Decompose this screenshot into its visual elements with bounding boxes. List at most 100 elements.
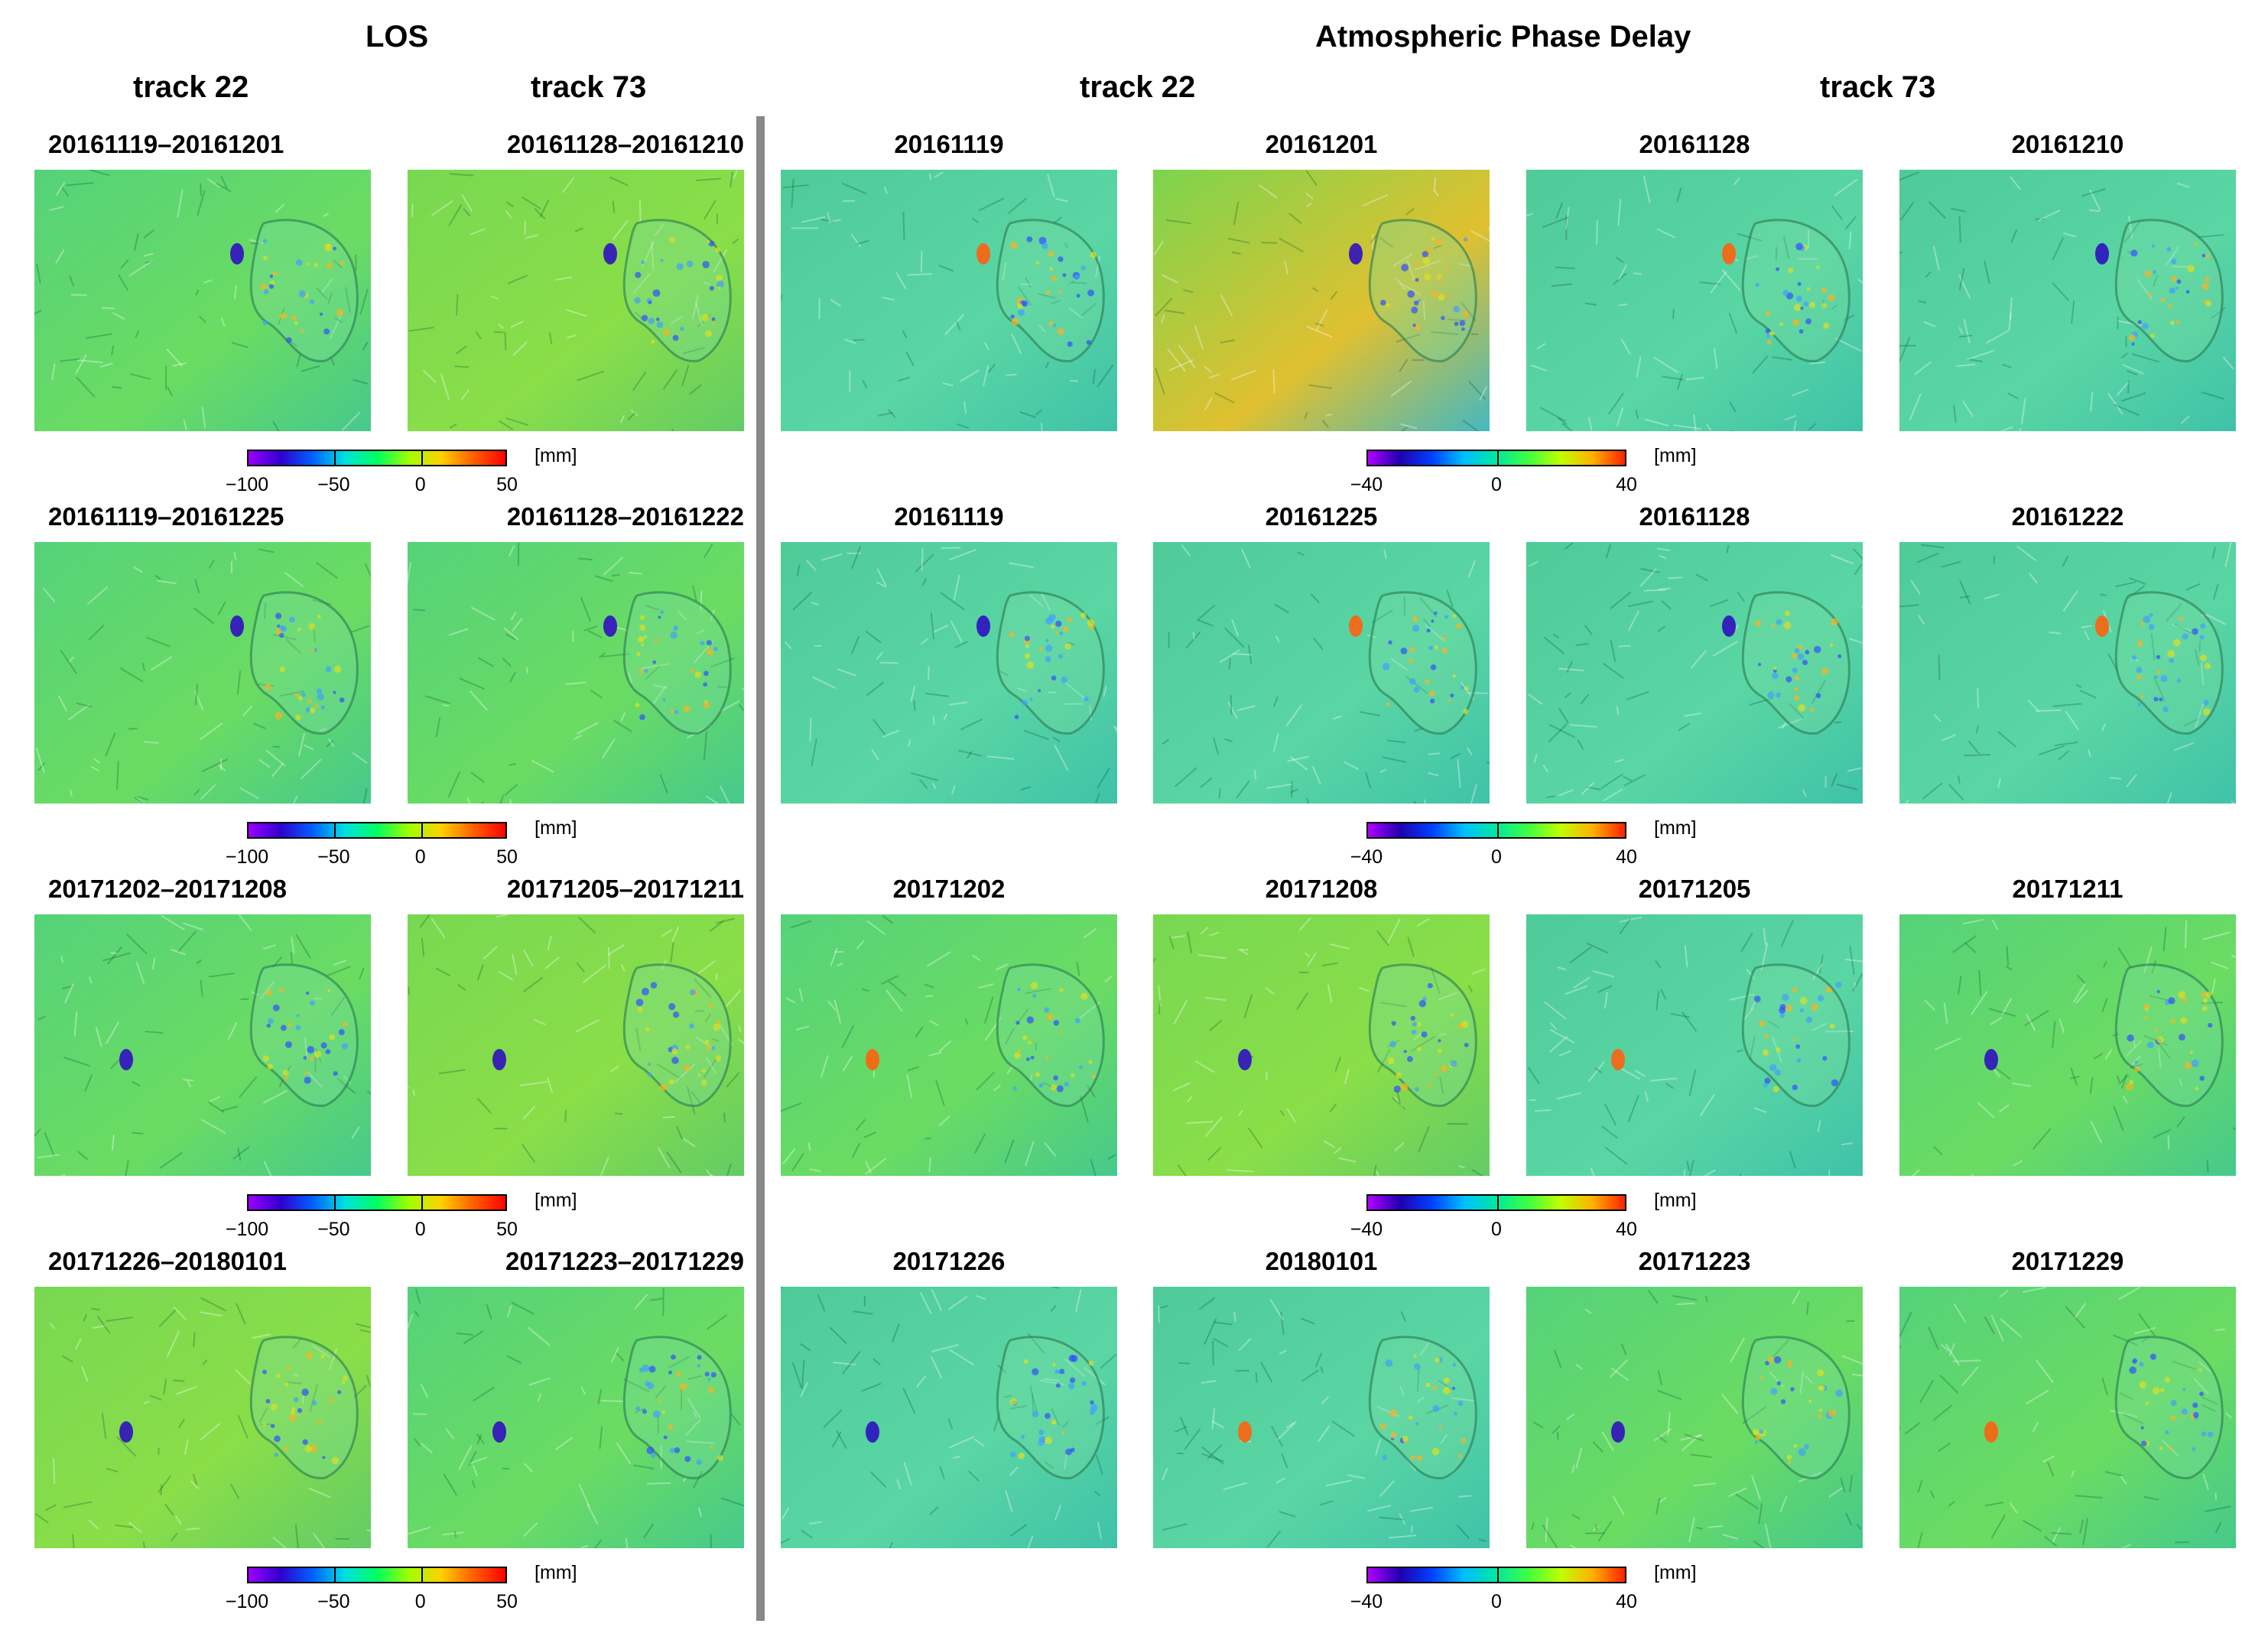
los-map-panel — [34, 170, 371, 431]
colorbar-tick-label: −40 — [1350, 474, 1383, 495]
panel-background — [34, 170, 371, 431]
apd-colorbar — [1366, 822, 1626, 839]
colorbar-tick — [1497, 823, 1499, 837]
colorbar-tick-label: 40 — [1616, 1219, 1637, 1240]
deformation-spot — [1611, 1421, 1625, 1443]
lake-outline — [996, 963, 1105, 1107]
los-track73-title: track 73 — [531, 70, 647, 104]
panel-background — [1526, 1287, 1863, 1548]
panel-background — [1153, 914, 1490, 1176]
colorbar-unit: [mm] — [535, 445, 577, 466]
apd-panel-title: 20171208 — [1265, 875, 1378, 903]
apd-map-panel — [1526, 170, 1863, 431]
panel-background — [1526, 170, 1863, 431]
colorbar-unit: [mm] — [535, 1562, 577, 1583]
deformation-spot — [1984, 1421, 1998, 1443]
los-colorbar — [247, 1194, 507, 1211]
lake-outline — [249, 219, 359, 362]
deformation-spot — [492, 1049, 506, 1070]
apd-track22-title: track 22 — [1080, 70, 1196, 104]
apd-track73-title: track 73 — [1820, 70, 1936, 104]
lake-outline — [249, 591, 359, 735]
apd-panel-title: 20161119 — [894, 502, 1004, 531]
colorbar-tick-label: 50 — [496, 1591, 518, 1612]
lake-outline — [996, 591, 1105, 735]
apd-map-panel — [1526, 1287, 1863, 1548]
deformation-spot — [1984, 1049, 1998, 1070]
deformation-spot — [866, 1049, 879, 1070]
apd-panel-title: 20171202 — [892, 875, 1006, 903]
apd-map-panel — [1153, 170, 1490, 431]
deformation-spot — [119, 1421, 133, 1443]
colorbar-tick — [334, 1568, 336, 1582]
los-colorbar — [247, 450, 507, 466]
deformation-spot — [1238, 1421, 1252, 1443]
apd-map-panel — [1526, 542, 1863, 804]
apd-map-panel — [1153, 914, 1490, 1176]
deformation-spot — [492, 1421, 506, 1443]
colorbar-tick-label: 0 — [414, 474, 426, 495]
deformation-spot — [603, 615, 617, 637]
colorbar-tick-label: −40 — [1350, 1219, 1383, 1240]
los-panel-title: 20171205–20171211 — [506, 875, 744, 903]
colorbar-tick-label: −100 — [225, 1219, 269, 1240]
colorbar-unit: [mm] — [535, 1190, 577, 1211]
colorbar-tick-label: 0 — [1491, 474, 1502, 495]
colorbar-tick-label: −100 — [225, 1591, 269, 1612]
los-map-panel — [408, 542, 744, 804]
deformation-spot — [1722, 615, 1736, 637]
apd-panel-title: 20180101 — [1265, 1247, 1378, 1275]
los-map-panel — [408, 914, 744, 1176]
los-colorbar — [247, 1567, 507, 1583]
apd-colorbar — [1366, 1194, 1626, 1211]
deformation-spot — [1238, 1049, 1252, 1070]
panel-background — [1153, 1287, 1490, 1548]
lake-outline — [1741, 219, 1850, 362]
los-map-panel — [34, 1287, 371, 1548]
colorbar-tick-label: 50 — [496, 474, 518, 495]
colorbar-tick — [421, 1568, 423, 1582]
panel-background — [781, 170, 1117, 431]
apd-panel-title: 20161128 — [1639, 130, 1750, 158]
lake-outline — [996, 219, 1105, 362]
panel-background — [1899, 914, 2236, 1176]
los-section-title: LOS — [366, 20, 429, 54]
lake-outline — [1741, 591, 1850, 735]
apd-panel-title: 20161201 — [1265, 130, 1378, 158]
colorbar-tick-label: 40 — [1616, 474, 1637, 495]
colorbar-tick-label: 0 — [1491, 1591, 1502, 1612]
colorbar-tick-label: −50 — [317, 846, 350, 868]
apd-panel-title: 20171223 — [1638, 1247, 1751, 1275]
colorbar-tick-label: 40 — [1616, 1591, 1637, 1612]
deformation-spot — [1722, 243, 1736, 265]
lake-outline — [1368, 1336, 1477, 1479]
los-map-panel — [34, 542, 371, 804]
panel-background — [408, 1287, 744, 1548]
apd-map-panel — [1153, 542, 1490, 804]
los-panel-title: 20171226–20180101 — [48, 1247, 288, 1275]
panel-background — [781, 1287, 1117, 1548]
apd-map-panel — [781, 542, 1117, 804]
panel-background — [781, 542, 1117, 804]
lake-outline — [249, 1336, 359, 1479]
deformation-spot — [1611, 1049, 1625, 1070]
colorbar-unit: [mm] — [1654, 1190, 1697, 1211]
colorbar-tick-label: 40 — [1616, 846, 1637, 868]
apd-map-panel — [1153, 1287, 1490, 1548]
panel-background — [1526, 914, 1863, 1176]
panel-background — [34, 542, 371, 804]
deformation-spot — [2095, 243, 2109, 265]
colorbar-tick — [334, 451, 336, 465]
los-panel-title: 20161119–20161201 — [48, 130, 284, 158]
panel-background — [34, 914, 371, 1176]
colorbar-tick — [334, 1196, 336, 1210]
colorbar-tick-label: 0 — [1491, 846, 1502, 868]
colorbar-tick-label: −100 — [225, 846, 269, 868]
apd-panel-title: 20161119 — [894, 130, 1004, 158]
colorbar-tick-label: −100 — [225, 474, 269, 495]
apd-panel-title: 20161210 — [2011, 130, 2124, 158]
deformation-spot — [1349, 615, 1363, 637]
lake-outline — [622, 1336, 732, 1479]
lake-outline — [1368, 591, 1477, 735]
colorbar-tick-label: −40 — [1350, 846, 1383, 868]
